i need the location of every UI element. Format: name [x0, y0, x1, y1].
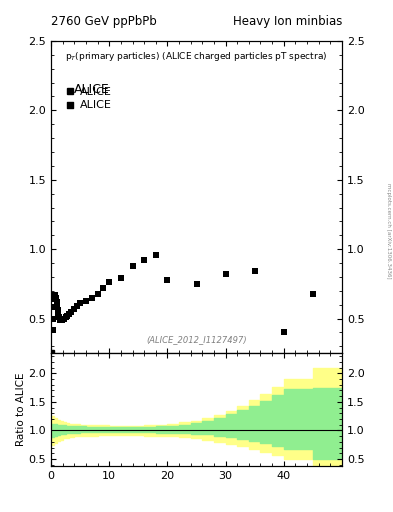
Point	[281, 328, 287, 336]
Point	[59, 316, 66, 324]
Point	[77, 299, 83, 307]
Legend: ALICE, ALICE: ALICE, ALICE	[62, 84, 116, 113]
Point	[64, 312, 70, 320]
Point	[59, 316, 65, 324]
Point	[118, 274, 124, 283]
Point	[60, 314, 66, 323]
Point	[51, 295, 57, 303]
Point	[50, 314, 56, 323]
Point	[152, 251, 159, 259]
Point	[51, 78, 57, 87]
Text: ALICE: ALICE	[74, 83, 110, 96]
Point	[89, 294, 95, 302]
Text: (ALICE_2012_I1127497): (ALICE_2012_I1127497)	[146, 335, 247, 344]
Point	[58, 316, 64, 324]
Point	[55, 306, 61, 314]
Point	[141, 256, 147, 264]
Point	[252, 267, 258, 275]
Point	[71, 305, 77, 313]
Point	[53, 298, 60, 306]
Point	[54, 302, 61, 310]
Point	[193, 280, 200, 288]
Point	[52, 291, 58, 299]
Text: 2760 GeV ppPbPb: 2760 GeV ppPbPb	[51, 15, 157, 28]
Point	[57, 316, 64, 324]
Text: Heavy Ion minbias: Heavy Ion minbias	[233, 15, 342, 28]
Point	[74, 302, 81, 310]
Point	[222, 270, 229, 278]
Point	[62, 313, 69, 322]
Point	[68, 308, 75, 316]
Point	[100, 284, 107, 292]
Point	[55, 310, 62, 318]
Point	[57, 316, 63, 324]
Point	[83, 296, 89, 305]
Point	[53, 294, 59, 302]
Point	[129, 262, 136, 270]
Point	[94, 289, 101, 297]
Point	[56, 313, 62, 322]
Point	[52, 291, 59, 299]
Point	[50, 326, 56, 334]
Point	[65, 310, 72, 318]
Point	[164, 275, 171, 284]
Point	[310, 289, 316, 297]
Point	[51, 304, 57, 312]
Text: p$_T$(primary particles) (ALICE charged particles pT spectra): p$_T$(primary particles) (ALICE charged …	[65, 50, 328, 63]
Text: mcplots.cern.ch [arXiv:1306.3436]: mcplots.cern.ch [arXiv:1306.3436]	[386, 183, 391, 278]
Point	[56, 314, 62, 323]
Point	[61, 314, 68, 323]
Y-axis label: Ratio to ALICE: Ratio to ALICE	[16, 373, 26, 446]
Point	[106, 279, 112, 287]
